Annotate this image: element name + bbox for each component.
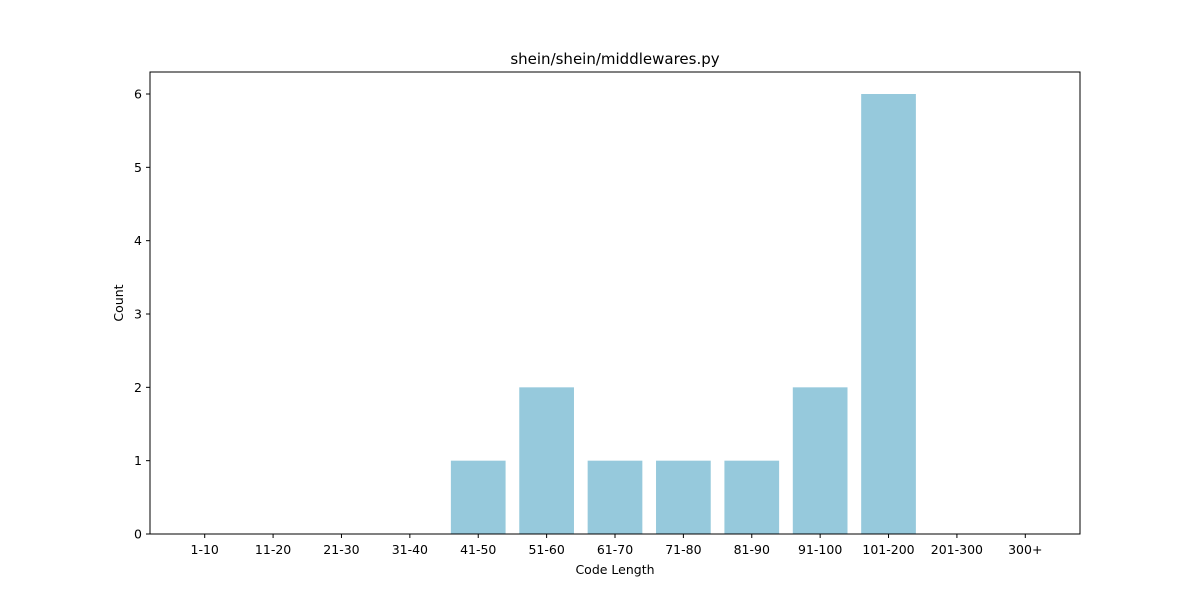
bar-101-200 xyxy=(861,94,916,534)
x-axis: 1-10 11-20 21-30 31-40 41-50 51-60 61-70 71-80 8… xyxy=(191,534,1042,557)
x-tick-label: 81-90 xyxy=(734,542,770,557)
chart-title: shein/shein/middlewares.py xyxy=(510,50,719,68)
x-tick-label: 11-20 xyxy=(255,542,291,557)
y-tick-label: 4 xyxy=(134,233,142,248)
y-tick-label: 5 xyxy=(134,160,142,175)
bar-91-100 xyxy=(792,387,848,534)
x-tick-label: 1-10 xyxy=(191,542,219,557)
y-tick-label: 6 xyxy=(134,87,142,102)
x-tick-label: 31-40 xyxy=(392,542,428,557)
y-axis-label: Count xyxy=(111,284,126,321)
x-axis-label: Code Length xyxy=(575,562,654,577)
x-tick-label: 91-100 xyxy=(798,542,842,557)
bar-81-90 xyxy=(724,460,780,534)
y-axis: 0 1 2 3 4 5 6 xyxy=(134,87,150,542)
x-tick-label: 71-80 xyxy=(665,542,701,557)
y-tick-label: 1 xyxy=(134,453,142,468)
bar-51-60 xyxy=(519,387,574,534)
x-tick-label: 300+ xyxy=(1008,542,1042,557)
x-tick-label: 21-30 xyxy=(323,542,359,557)
y-tick-label: 0 xyxy=(134,527,142,542)
y-tick-label: 2 xyxy=(134,380,142,395)
bar-61-70 xyxy=(587,460,643,534)
bar-71-80 xyxy=(656,460,711,534)
x-tick-label: 41-50 xyxy=(460,542,496,557)
x-tick-label: 101-200 xyxy=(862,542,914,557)
y-tick-label: 3 xyxy=(134,307,142,322)
x-tick-label: 51-60 xyxy=(528,542,564,557)
x-tick-label: 201-300 xyxy=(931,542,983,557)
x-tick-label: 61-70 xyxy=(597,542,633,557)
bar-41-50 xyxy=(450,460,506,534)
bars-group xyxy=(450,94,916,534)
